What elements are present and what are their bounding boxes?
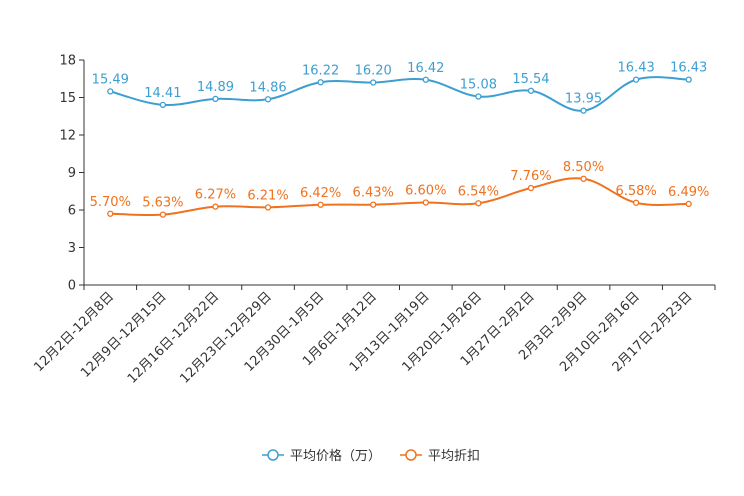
legend: 平均价格（万） 平均折扣 <box>262 448 480 464</box>
legend-item-1: 平均价格（万） <box>262 448 381 464</box>
data-point <box>107 210 114 217</box>
data-label: 14.41 <box>144 86 181 101</box>
data-point <box>422 76 429 83</box>
data-point <box>212 203 219 210</box>
legend-marker <box>267 449 279 461</box>
data-point <box>370 79 377 86</box>
legend-marker <box>405 449 417 461</box>
data-point <box>527 184 535 192</box>
data-label: 15.54 <box>512 72 549 87</box>
series-2: 5.70% 5.63% 6.27% 6.21% 6.42% 6.43% 6.60% 6.54%… <box>90 160 709 218</box>
y-tick-label: 15 <box>59 91 76 106</box>
data-label: 16.20 <box>355 64 392 79</box>
data-label: 13.95 <box>565 92 602 107</box>
x-tick-label: 12月23日-12月29日 <box>177 289 274 386</box>
data-point <box>317 201 324 208</box>
data-point <box>370 201 377 208</box>
data-label: 15.08 <box>460 78 497 93</box>
data-point <box>159 211 167 218</box>
data-label: 6.49% <box>668 185 709 200</box>
x-tick-label: 12月16日-12月22日 <box>125 289 222 386</box>
series-line <box>110 76 689 112</box>
data-label: 16.22 <box>302 63 339 78</box>
data-point <box>212 95 219 103</box>
data-label: 6.58% <box>615 184 656 199</box>
data-label: 5.63% <box>142 196 183 211</box>
data-point <box>159 101 167 109</box>
data-point <box>264 204 272 211</box>
x-axis: 12月2日-12月8日12月9日-12月15日12月16日-12月22日12月2… <box>31 284 716 387</box>
data-label: 8.50% <box>563 160 604 175</box>
data-label: 6.21% <box>247 188 288 203</box>
data-label: 6.60% <box>405 184 446 199</box>
data-label: 6.27% <box>195 188 236 203</box>
data-label: 14.86 <box>249 80 286 95</box>
data-label: 16.42 <box>407 61 444 76</box>
data-label: 7.76% <box>510 169 551 184</box>
y-axis: 0 3 6 9 12 15 18 <box>59 54 85 294</box>
data-label: 5.70% <box>90 195 131 210</box>
data-label: 15.49 <box>92 72 129 87</box>
y-tick-label: 9 <box>68 166 76 181</box>
data-point <box>422 199 429 206</box>
series-layer: 15.49 14.41 14.89 14.86 16.22 16.20 16.42 15.08… <box>90 61 709 218</box>
data-point <box>264 96 272 103</box>
data-point <box>685 200 692 208</box>
data-point <box>527 87 535 94</box>
y-tick-label: 0 <box>68 279 76 294</box>
legend-label: 平均价格（万） <box>290 448 381 464</box>
data-point <box>580 107 587 114</box>
data-label: 16.43 <box>618 61 655 76</box>
y-tick-label: 3 <box>68 241 76 256</box>
data-label: 6.54% <box>458 184 499 199</box>
data-point <box>580 175 587 182</box>
legend-item-2: 平均折扣 <box>400 449 480 464</box>
series-line <box>110 177 689 217</box>
series-1: 15.49 14.41 14.89 14.86 16.22 16.20 16.42 15.08… <box>92 61 707 114</box>
data-point <box>475 93 482 100</box>
y-tick-label: 12 <box>59 129 76 144</box>
data-label: 14.89 <box>197 80 234 95</box>
data-point <box>317 79 324 86</box>
data-point <box>632 76 640 83</box>
legend-label: 平均折扣 <box>428 449 480 464</box>
data-label: 16.43 <box>670 61 707 76</box>
data-label: 6.42% <box>300 186 341 201</box>
data-point <box>685 76 692 83</box>
data-point <box>632 199 640 206</box>
y-tick-label: 18 <box>59 54 76 69</box>
data-label: 6.43% <box>353 186 394 201</box>
y-tick-label: 6 <box>68 204 76 219</box>
data-point <box>107 88 114 95</box>
data-point <box>475 200 482 207</box>
